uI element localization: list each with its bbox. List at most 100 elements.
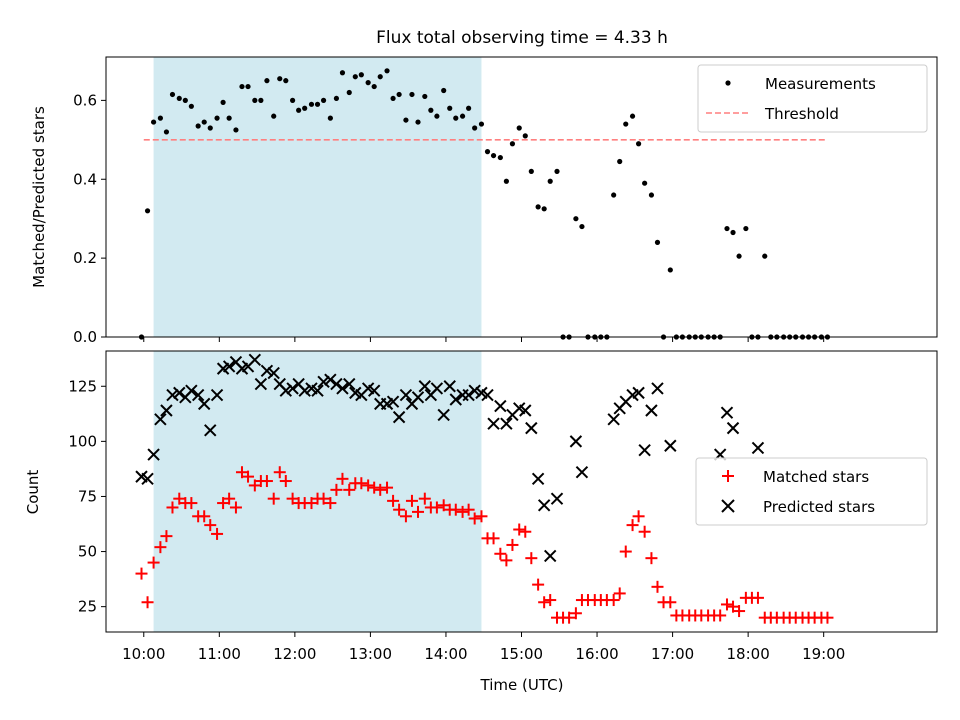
- measurement-point: [522, 133, 528, 139]
- predicted-star-point: [726, 421, 740, 435]
- measurement-point: [466, 105, 472, 111]
- measurement-point: [547, 178, 553, 184]
- matched-star-point: [437, 499, 450, 512]
- predicted-star-point: [487, 417, 500, 430]
- bottom-x-ticks: 10:00 11:00 12:00 13:00 14:00 15:00 16:00 17:00…: [122, 632, 845, 663]
- measurement-point: [176, 95, 182, 102]
- legend-measurements-marker: [725, 80, 731, 86]
- predicted-star-point: [254, 377, 268, 391]
- matched-star-point: [638, 525, 651, 538]
- measurement-point: [541, 206, 547, 212]
- measurement-point: [762, 253, 768, 259]
- measurement-point: [169, 91, 176, 98]
- matched-star-point: [632, 510, 645, 523]
- measurement-point: [226, 115, 232, 121]
- predicted-star-point: [324, 373, 337, 386]
- measurement-point: [428, 107, 434, 113]
- matched-star-point: [166, 501, 179, 514]
- matched-star-point: [619, 545, 632, 558]
- measurement-point: [535, 204, 541, 210]
- measurement-point: [352, 74, 358, 80]
- matched-star-point: [393, 503, 406, 516]
- matched-star-point: [324, 497, 337, 510]
- matched-star-point: [468, 512, 481, 525]
- measurement-point: [743, 225, 749, 232]
- measurement-point: [623, 121, 629, 127]
- measurement-point: [296, 107, 302, 113]
- predicted-star-point: [392, 410, 406, 424]
- measurement-point: [667, 267, 673, 273]
- predicted-star-point: [154, 413, 167, 426]
- matched-star-point: [487, 532, 500, 545]
- predicted-star-point: [607, 413, 620, 426]
- measurement-point: [579, 223, 585, 230]
- predicted-star-point: [519, 404, 532, 417]
- measurement-point: [654, 239, 661, 245]
- predicted-star-point: [204, 424, 217, 437]
- predicted-star-point: [386, 395, 400, 408]
- matched-star-point: [456, 505, 469, 518]
- matched-star-point: [305, 497, 318, 510]
- measurement-point: [472, 125, 478, 131]
- top-y-ticks: 0.0 0.2 0.4 0.6: [73, 91, 106, 346]
- matched-star-point: [720, 598, 733, 611]
- matched-star-point: [613, 587, 626, 600]
- measurement-point: [339, 70, 346, 76]
- matched-star-point: [532, 578, 545, 591]
- measurement-point: [157, 115, 163, 121]
- predicted-star-point: [751, 441, 765, 455]
- predicted-star-point: [418, 380, 432, 393]
- predicted-star-point: [286, 382, 299, 395]
- matched-star-point: [211, 527, 224, 540]
- bottom-y-tick-label: 50: [78, 543, 97, 561]
- predicted-star-point: [198, 397, 211, 411]
- bottom-y-tick-label: 125: [68, 377, 97, 395]
- measurement-point: [635, 141, 642, 147]
- predicted-star-point: [462, 388, 475, 402]
- measurement-point: [409, 91, 415, 98]
- predicted-star-point: [544, 549, 557, 563]
- bottom-y-ticks: 25 50 75 100 125: [68, 377, 106, 616]
- bottom-x-tick-label: 15:00: [500, 645, 543, 663]
- measurement-point: [528, 168, 534, 174]
- matched-star-point: [273, 466, 286, 479]
- measurement-point: [220, 99, 226, 105]
- top-y-tick-label: 0.2: [73, 249, 97, 267]
- predicted-star-point: [645, 404, 658, 417]
- measurement-point: [239, 83, 245, 90]
- measurement-point: [289, 97, 296, 103]
- measurement-point: [150, 119, 157, 125]
- legend-matched-label: Matched stars: [763, 468, 869, 486]
- matched-star-point: [418, 492, 431, 505]
- matched-star-point: [343, 483, 356, 496]
- matched-star-point: [223, 492, 236, 505]
- predicted-star-point: [222, 360, 236, 373]
- measurement-point: [441, 87, 447, 94]
- predicted-star-point: [298, 384, 311, 397]
- measurement-point: [346, 89, 352, 96]
- bottom-y-tick-label: 75: [78, 487, 97, 505]
- predicted-star-point: [160, 404, 173, 417]
- measurement-point: [264, 78, 270, 84]
- measurement-point: [245, 83, 251, 90]
- measurement-point: [403, 117, 409, 123]
- bottom-x-tick-label: 12:00: [273, 645, 316, 663]
- matched-stars-points: [135, 466, 834, 624]
- matched-star-point: [217, 497, 230, 510]
- predicted-star-point: [575, 466, 589, 479]
- matched-star-point: [355, 477, 368, 490]
- predicted-star-point: [166, 388, 179, 402]
- matched-star-point: [267, 492, 280, 505]
- measurement-point: [724, 225, 730, 232]
- matched-star-point: [506, 538, 519, 551]
- predicted-star-point: [494, 399, 507, 413]
- matched-star-point: [525, 552, 538, 565]
- measurement-point: [434, 113, 440, 119]
- measurement-point: [283, 78, 289, 84]
- matched-star-point: [626, 519, 639, 532]
- matched-star-point: [198, 510, 211, 523]
- matched-star-point: [368, 481, 381, 494]
- predicted-star-point: [430, 382, 444, 395]
- measurement-point: [422, 93, 428, 100]
- predicted-star-point: [343, 377, 356, 391]
